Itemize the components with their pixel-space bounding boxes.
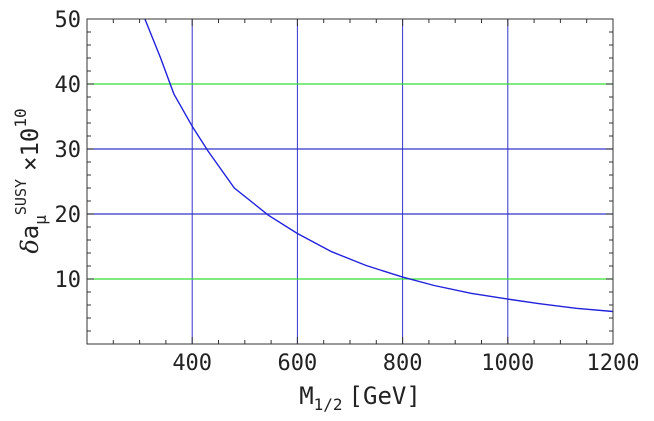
- x-tick-label-400: 400: [172, 351, 212, 376]
- x-axis-label-main: M: [299, 382, 313, 410]
- x-tick-label-1200: 1200: [587, 351, 640, 376]
- series-layer: [144, 18, 614, 313]
- x-axis-label-unit: [GeV]: [349, 382, 421, 410]
- tick-labels: 400 600 800 1000 1200 10 20 30 40 50: [55, 8, 640, 376]
- grid: [87, 19, 613, 344]
- series-line-0: [144, 18, 614, 313]
- y-axis-label-sub: μ: [31, 215, 50, 225]
- tick-marks: [87, 19, 613, 344]
- x-axis-label: M1/2 [GeV]: [299, 382, 421, 414]
- y-axis-label: δaμSUSY ×1010: [11, 108, 50, 253]
- y-axis-label-times: ×10: [16, 128, 44, 171]
- x-tick-label-600: 600: [278, 351, 318, 376]
- x-tick-label-1000: 1000: [481, 351, 534, 376]
- y-axis-label-delta: δ: [16, 239, 44, 253]
- plot-frame: [86, 18, 614, 345]
- y-tick-label-40: 40: [55, 73, 82, 98]
- y-axis-label-exp: 10: [11, 108, 30, 127]
- x-tick-label-800: 800: [383, 351, 423, 376]
- y-tick-label-20: 20: [55, 203, 82, 228]
- x-axis-label-sub: 1/2: [314, 395, 343, 414]
- svg-text:δaμSUSY×1010: δaμSUSY ×1010: [11, 108, 50, 253]
- y-tick-label-10: 10: [55, 268, 82, 293]
- y-tick-label-30: 30: [55, 138, 82, 163]
- y-axis-label-a: a: [16, 225, 44, 239]
- y-axis-label-sup: SUSY: [12, 179, 30, 215]
- y-tick-label-50: 50: [55, 8, 82, 33]
